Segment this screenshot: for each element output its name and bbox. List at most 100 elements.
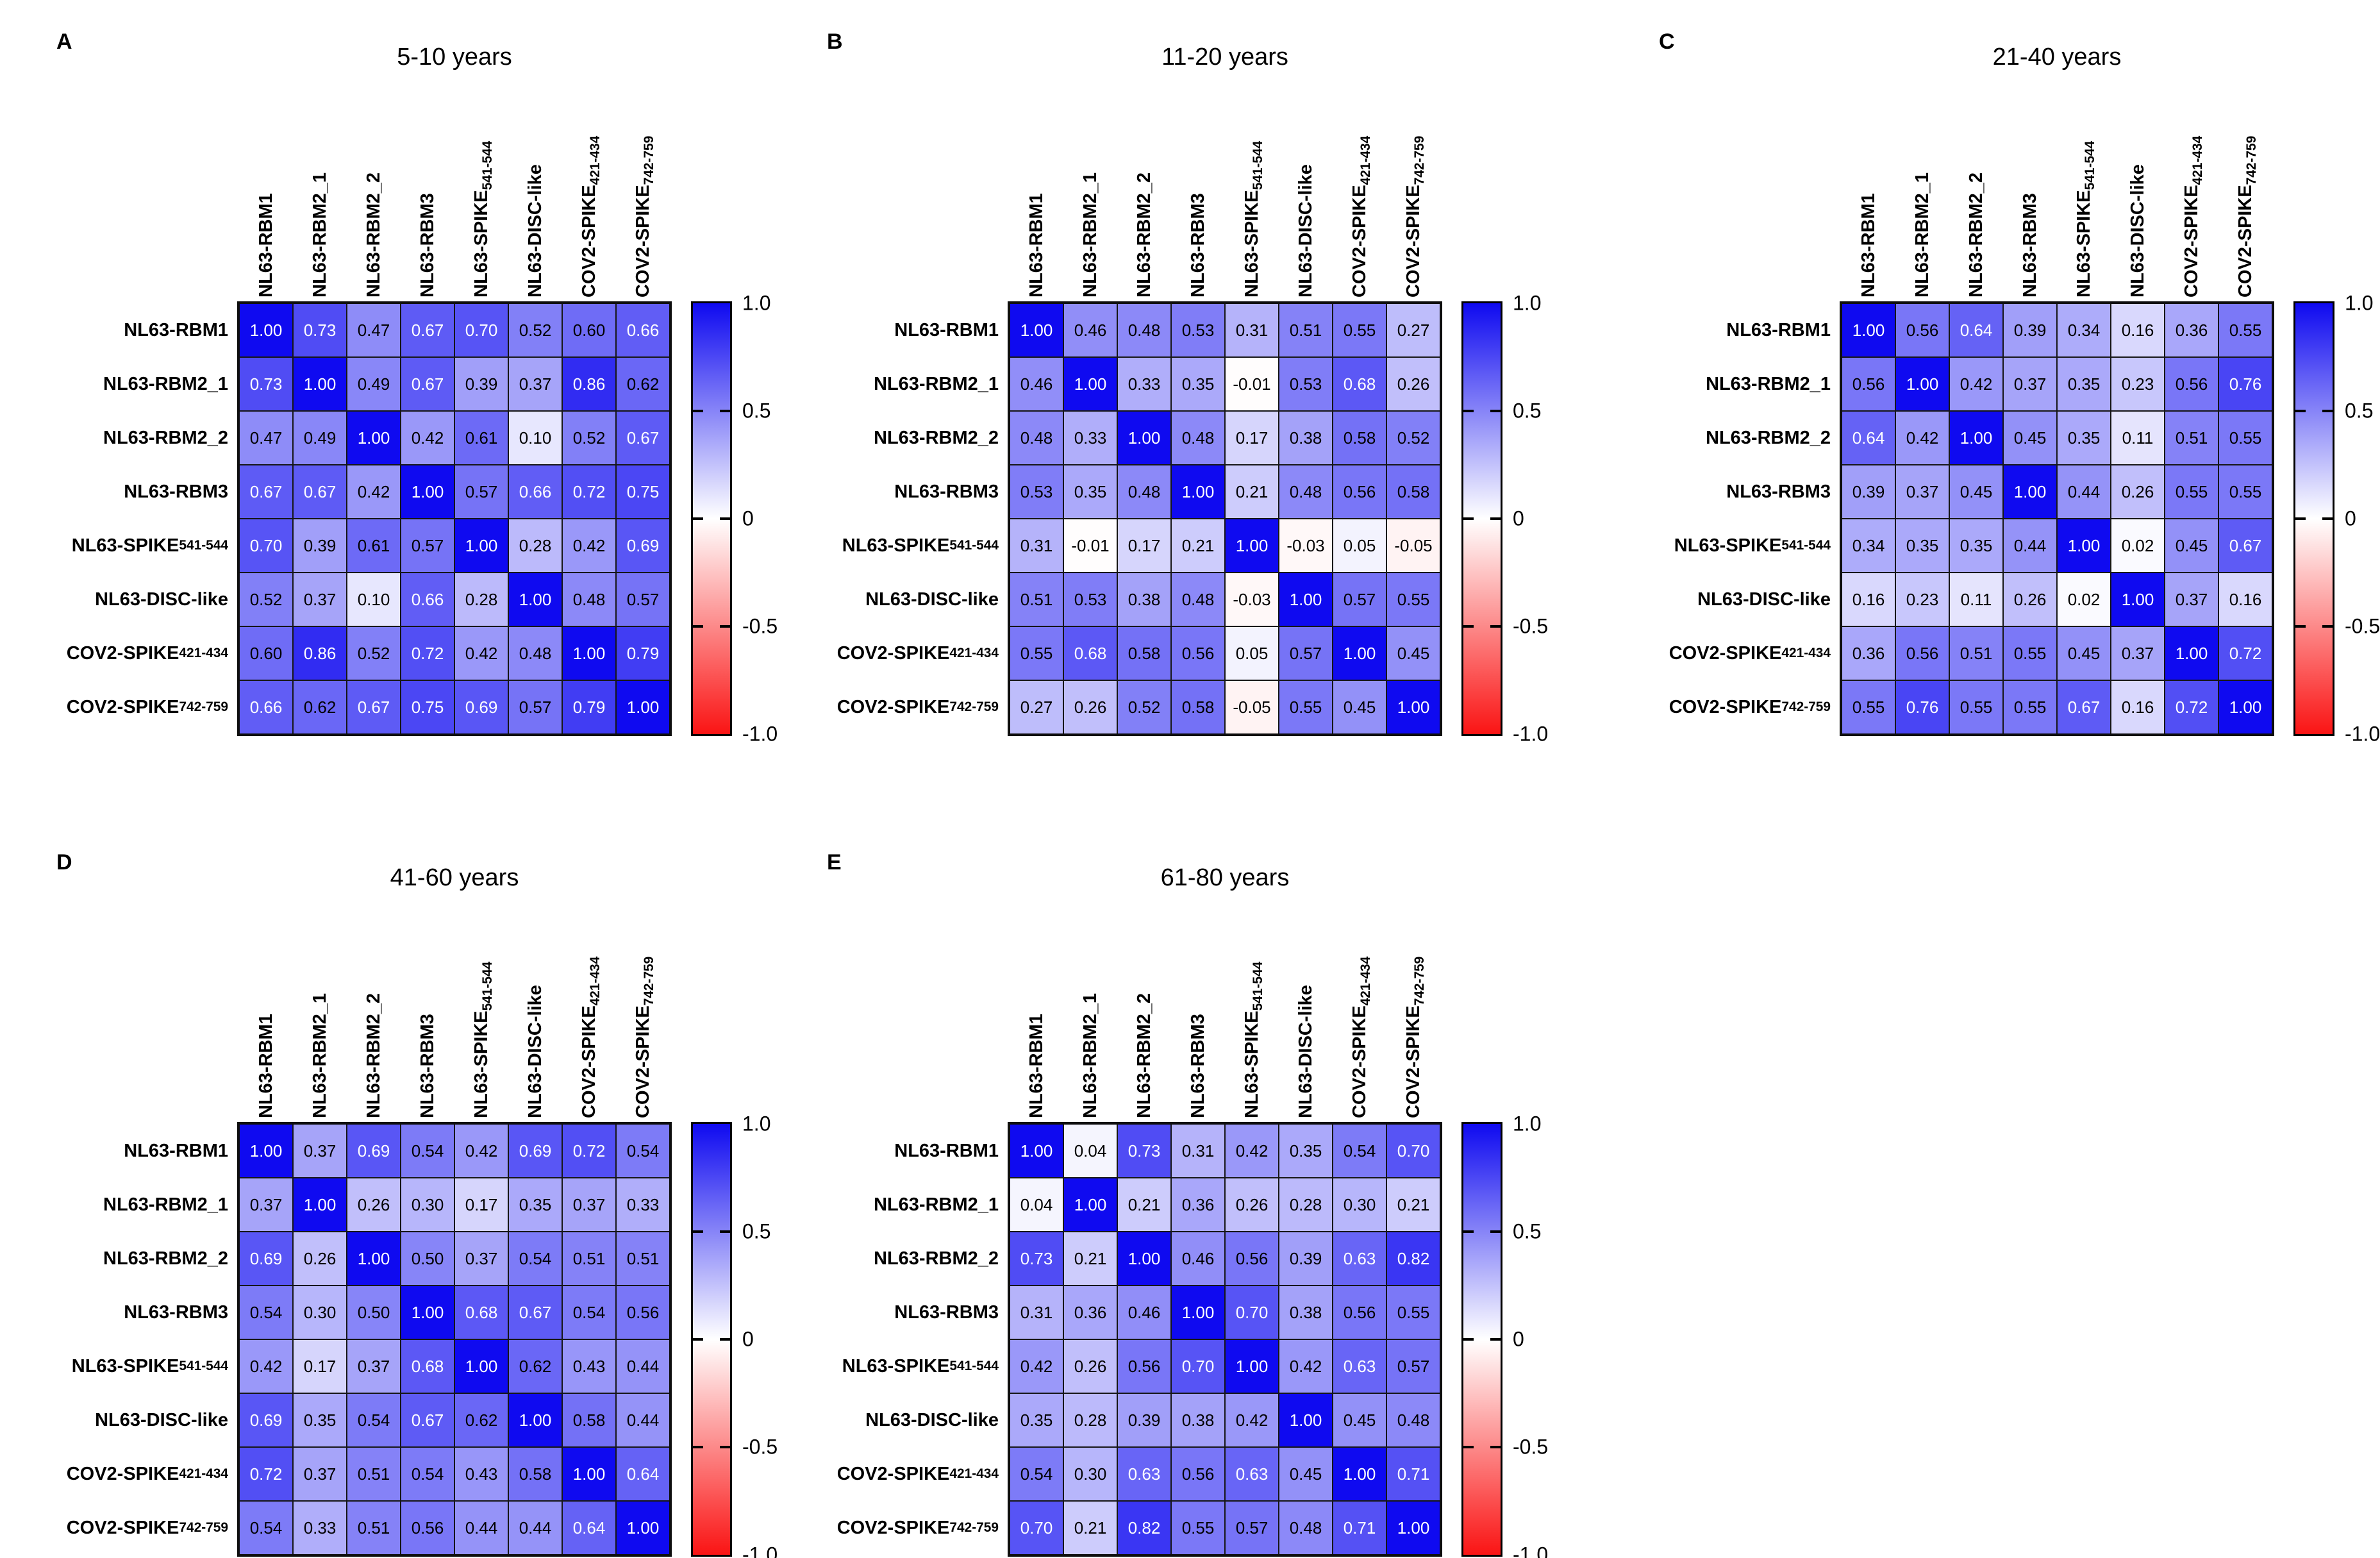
row-label: NL63-RBM3 <box>1726 481 1831 502</box>
row-label: NL63-RBM1 <box>124 319 228 340</box>
heatmap-cell: 0.52 <box>1387 412 1440 464</box>
heatmap-cell: 0.79 <box>563 681 615 733</box>
heatmap-cell: 0.57 <box>617 573 669 626</box>
heatmap-cell: 0.62 <box>294 681 346 733</box>
heatmap-cell: 0.53 <box>1064 573 1117 626</box>
heatmap-cell: 0.61 <box>347 519 400 572</box>
heatmap-cell: 0.45 <box>1333 681 1386 733</box>
heatmap-cell: 0.30 <box>294 1286 346 1339</box>
heatmap-cell: 0.58 <box>1172 681 1224 733</box>
column-label: COV2-SPIKE742-759 <box>633 135 656 297</box>
heatmap-cell: 0.26 <box>1064 681 1117 733</box>
heatmap-cell: 0.46 <box>1010 358 1063 410</box>
heatmap-cell: 0.56 <box>1172 627 1224 680</box>
heatmap-cell: 0.54 <box>401 1448 454 1500</box>
colorbar-tick <box>2295 625 2306 628</box>
column-label: NL63-RBM2_2 <box>363 993 384 1118</box>
heatmap-cell: 0.69 <box>240 1232 292 1285</box>
column-label: COV2-SPIKE421-434 <box>579 956 603 1118</box>
heatmap-cell: 0.72 <box>563 465 615 518</box>
heatmap-cell: 0.35 <box>2058 358 2110 410</box>
heatmap-cell: 1.00 <box>509 1394 562 1446</box>
heatmap-cell: 0.72 <box>2219 627 2272 680</box>
row-labels: NL63-RBM1 NL63-RBM2_1 NL63-RBM2_2 NL63-RBM3… <box>815 304 1008 733</box>
colorbar-tick-label: 0 <box>2345 507 2356 530</box>
row-label: NL63-RBM3 <box>124 1302 228 1323</box>
heatmap-cell: 0.58 <box>1118 627 1170 680</box>
heatmap-cell: 0.66 <box>401 573 454 626</box>
heatmap-cell: 0.47 <box>347 304 400 356</box>
heatmap-cell: 0.37 <box>294 1125 346 1177</box>
heatmap-cell: 0.31 <box>1010 1286 1063 1339</box>
heatmap-cell: 0.56 <box>1896 304 1949 356</box>
colorbar-tick <box>1490 1446 1501 1448</box>
colorbar-tick <box>720 1446 730 1448</box>
heatmap-cell: 0.21 <box>1387 1178 1440 1231</box>
heatmap-cell: 0.21 <box>1172 519 1224 572</box>
heatmap-cell: 0.16 <box>2219 573 2272 626</box>
column-label: NL63-DISC-like <box>1295 164 1316 297</box>
heatmap-matrix: 1.00 0.04 0.73 0.31 0.42 0.35 0.54 0.70 0.04 1.00… <box>1008 1122 1442 1557</box>
column-label: COV2-SPIKE742-759 <box>1403 135 1427 297</box>
row-label: NL63-RBM2_2 <box>103 427 228 448</box>
row-label: NL63-RBM2_2 <box>103 1248 228 1269</box>
panel-letter: C <box>1659 29 1675 54</box>
heatmap-cell: 0.39 <box>2004 304 2056 356</box>
heatmap-cell: 0.26 <box>1226 1178 1278 1231</box>
colorbar: 1.0 0.5 0 -0.5 -1.0 <box>691 1112 794 1558</box>
heatmap-cell: 1.00 <box>1842 304 1895 356</box>
heatmap-cell: 0.42 <box>1896 412 1949 464</box>
heatmap-cell: 0.37 <box>1896 465 1949 518</box>
heatmap-cell: 0.31 <box>1172 1125 1224 1177</box>
heatmap-cell: 0.33 <box>1118 358 1170 410</box>
heatmap-cell: 0.62 <box>455 1394 508 1446</box>
heatmap-cell: -0.05 <box>1387 519 1440 572</box>
heatmap-cell: 0.26 <box>2111 465 2164 518</box>
column-label: NL63-RBM3 <box>2020 193 2040 297</box>
heatmap-cell: 0.68 <box>1064 627 1117 680</box>
heatmap-cell: 0.73 <box>240 358 292 410</box>
heatmap-cell: 0.73 <box>294 304 346 356</box>
colorbar-tick <box>1490 410 1501 412</box>
colorbar-tick <box>720 1230 730 1233</box>
heatmap-cell: 0.63 <box>1226 1448 1278 1500</box>
column-label: NL63-RBM1 <box>1026 193 1047 297</box>
row-label: NL63-SPIKE 541-544 <box>842 535 999 556</box>
heatmap-cell: 0.73 <box>1010 1232 1063 1285</box>
row-label: NL63-RBM3 <box>124 481 228 502</box>
heatmap-cell: 0.42 <box>1226 1125 1278 1177</box>
heatmap-cell: 0.38 <box>1279 1286 1332 1339</box>
heatmap-cell: 0.39 <box>294 519 346 572</box>
heatmap-cell: 0.36 <box>1064 1286 1117 1339</box>
heatmap-cell: 0.53 <box>1172 304 1224 356</box>
heatmap-cell: 0.55 <box>1172 1502 1224 1554</box>
column-label: NL63-RBM1 <box>256 1014 276 1118</box>
row-labels: NL63-RBM1 NL63-RBM2_1 NL63-RBM2_2 NL63-RBM3… <box>1647 304 1840 733</box>
colorbar-tick <box>1490 517 1501 520</box>
heatmap-cell: 0.46 <box>1064 304 1117 356</box>
heatmap-cell: 0.53 <box>1279 358 1332 410</box>
heatmap-cell: 1.00 <box>509 573 562 626</box>
heatmap-cell: 1.00 <box>563 627 615 680</box>
row-label: COV2-SPIKE 742-759 <box>66 1517 228 1538</box>
heatmap-cell: 0.82 <box>1387 1232 1440 1285</box>
heatmap-cell: 0.35 <box>1010 1394 1063 1446</box>
heatmap-matrix: 1.00 0.56 0.64 0.39 0.34 0.16 0.36 0.55 0.56 1.00… <box>1840 301 2274 736</box>
heatmap-cell: 0.31 <box>1226 304 1278 356</box>
heatmap-cell: 0.35 <box>2058 412 2110 464</box>
heatmap-cell: 0.68 <box>401 1340 454 1393</box>
colorbar-tick <box>693 625 703 628</box>
heatmap-cell: 0.52 <box>347 627 400 680</box>
heatmap-cell: 0.67 <box>2219 519 2272 572</box>
heatmap-cell: 0.38 <box>1118 573 1170 626</box>
heatmap-cell: 0.31 <box>1010 519 1063 572</box>
heatmap-cell: 0.60 <box>240 627 292 680</box>
heatmap-cell: 0.39 <box>1279 1232 1332 1285</box>
heatmap-cell: -0.05 <box>1226 681 1278 733</box>
heatmap-cell: 0.53 <box>1010 465 1063 518</box>
panel-letter: B <box>827 29 843 54</box>
heatmap-cell: 1.00 <box>2111 573 2164 626</box>
colorbar-tick-label: -0.5 <box>1513 1435 1549 1459</box>
heatmap-cell: 0.26 <box>1387 358 1440 410</box>
heatmap-cell: 0.45 <box>1950 465 2002 518</box>
